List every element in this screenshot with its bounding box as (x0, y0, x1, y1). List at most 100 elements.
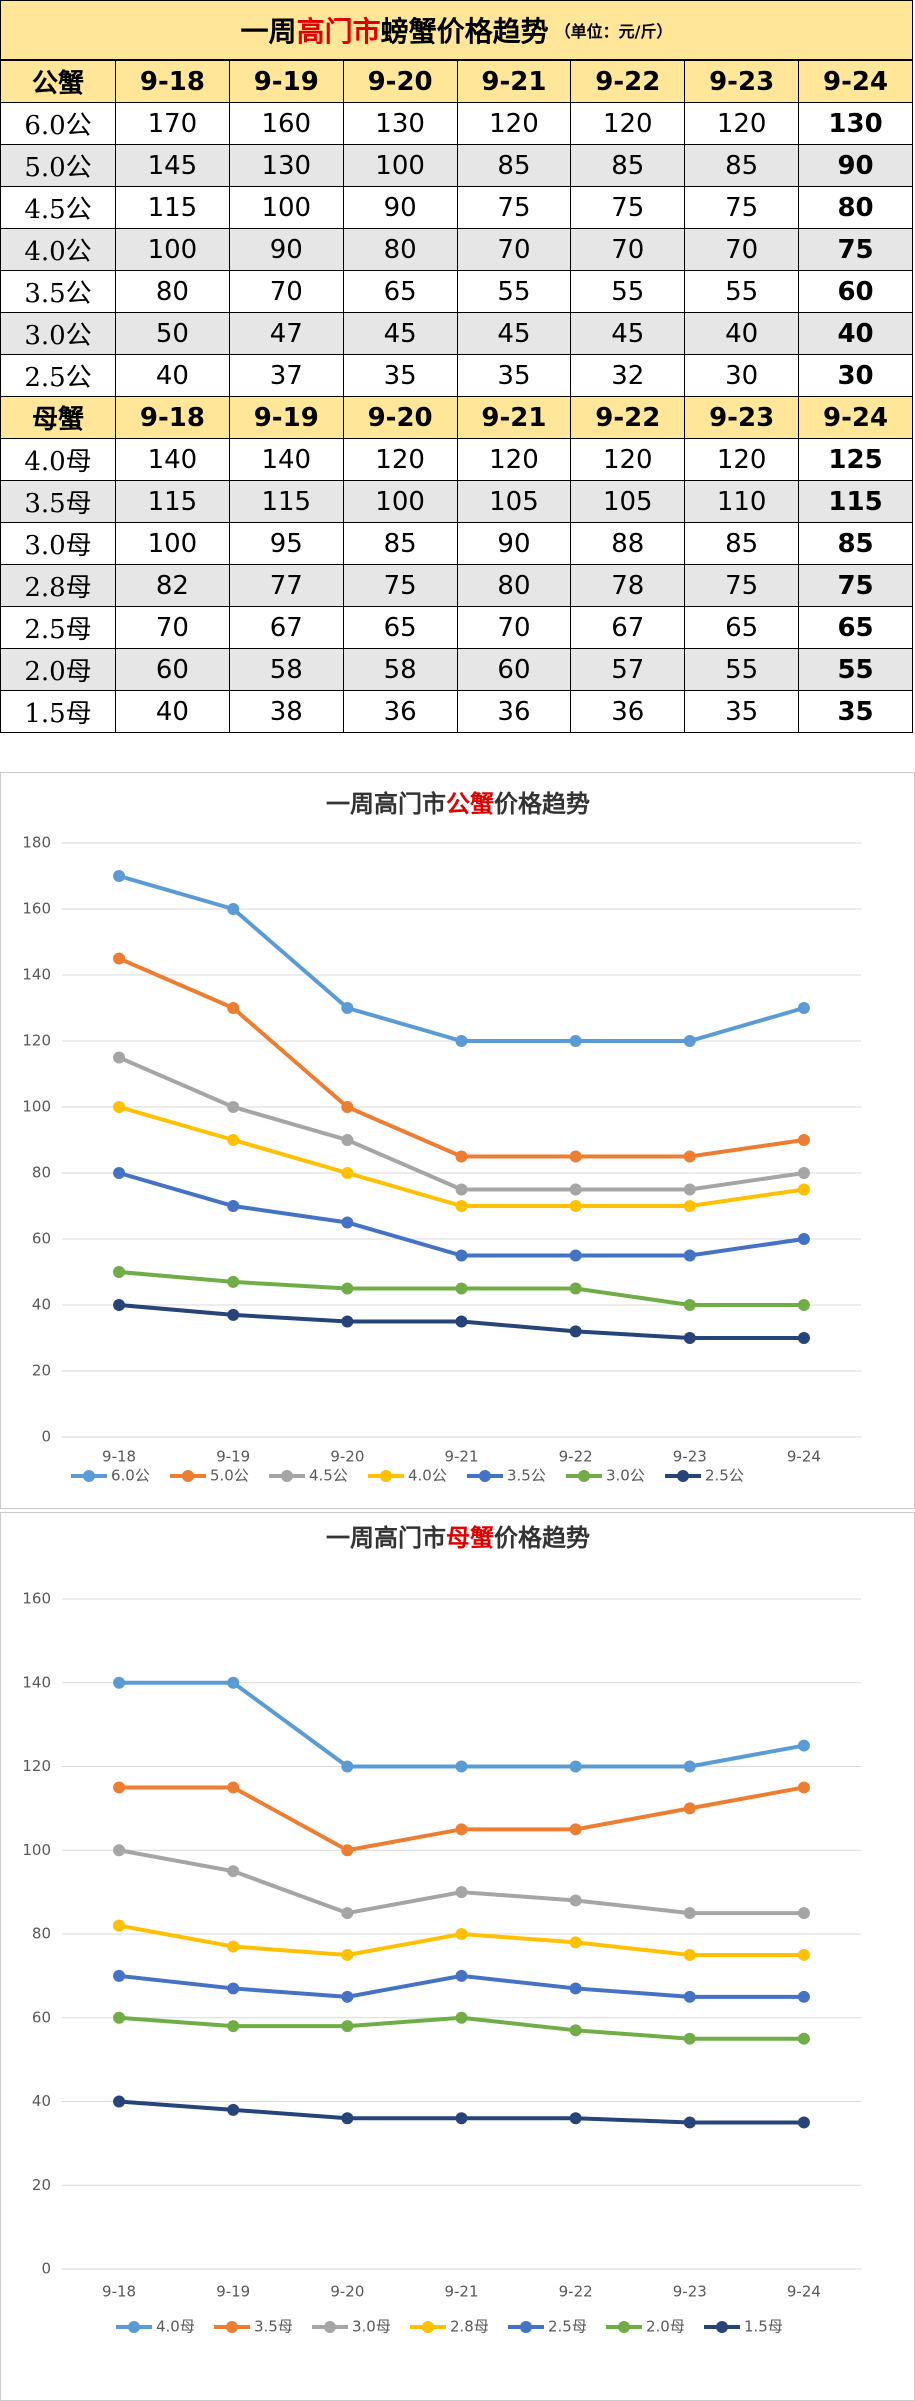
data-row: 2.5母 70 67 65 70 67 65 65 (0, 606, 913, 649)
cell: 70 (115, 606, 230, 649)
legend-label: 2.0母 (646, 2318, 685, 2336)
cell: 75 (798, 564, 913, 607)
point (455, 1928, 468, 1940)
header-row: 母蟹 9-18 9-19 9-20 9-21 9-22 9-23 9-24 (0, 396, 913, 439)
title-part: 高门市 (296, 15, 381, 48)
cell: 90 (342, 186, 458, 229)
header-cell: 9-18 (115, 60, 230, 103)
row-label: 3.0公 (0, 312, 116, 355)
cell: 78 (570, 564, 686, 607)
cell: 67 (228, 606, 344, 649)
legend-label: 3.0公 (606, 1467, 645, 1485)
legend-label: 2.5母 (548, 2318, 587, 2336)
point (797, 2116, 810, 2129)
cell: 65 (684, 606, 800, 649)
point (455, 2011, 468, 2024)
point (227, 1308, 240, 1321)
legend-marker (380, 1470, 392, 1482)
row-label: 3.5母 (0, 480, 116, 523)
point (683, 1183, 696, 1196)
point (455, 1282, 468, 1295)
x-tick-label: 9-24 (787, 2283, 821, 2301)
chart-title: 一周高门市公蟹价格趋势 (326, 790, 590, 818)
point (341, 1760, 354, 1773)
cell: 36 (456, 690, 572, 733)
point (683, 1948, 696, 1961)
y-tick-label: 20 (32, 1362, 51, 1380)
data-row: 2.0母 60 58 58 60 57 55 55 (0, 648, 913, 691)
point (227, 1940, 240, 1953)
header-cell: 9-24 (798, 396, 913, 439)
y-tick-label: 80 (32, 1164, 51, 1182)
point (569, 1200, 582, 1212)
point (113, 1844, 126, 1857)
cell: 36 (342, 690, 458, 733)
cell: 58 (228, 648, 344, 691)
legend-label: 3.5母 (254, 2318, 293, 2336)
cell: 85 (570, 144, 686, 187)
cell: 60 (115, 648, 230, 691)
legend-label: 1.5母 (744, 2318, 783, 2336)
point (455, 1969, 468, 1982)
point (683, 2032, 696, 2045)
y-tick-label: 120 (22, 1757, 51, 1775)
point (569, 1282, 582, 1295)
row-label: 2.5母 (0, 606, 116, 649)
data-row: 2.5公 40 37 35 35 32 30 30 (0, 354, 913, 397)
legend-marker (578, 1470, 590, 1482)
point (683, 1249, 696, 1262)
row-label: 6.0公 (0, 102, 116, 145)
point (797, 1299, 810, 1311)
cell: 70 (228, 270, 344, 313)
title-part: 母蟹 (446, 1524, 494, 1552)
cell: 130 (798, 102, 913, 145)
point (227, 1781, 240, 1794)
point (113, 1167, 126, 1179)
cell: 35 (684, 690, 800, 733)
point (455, 1200, 468, 1212)
y-tick-label: 20 (32, 2176, 51, 2194)
x-tick-label: 9-18 (102, 1448, 136, 1466)
cell: 45 (342, 312, 458, 355)
point (455, 1315, 468, 1328)
legend-marker (128, 2321, 140, 2333)
cell: 60 (798, 270, 913, 313)
legend-label: 6.0公 (111, 1467, 150, 1485)
point (227, 1134, 240, 1146)
point (113, 1919, 126, 1932)
point (455, 1183, 468, 1196)
point (797, 1332, 810, 1344)
cell: 120 (342, 438, 458, 481)
x-tick-label: 9-19 (216, 2283, 250, 2301)
chart: 一周高门市公蟹价格趋势 0 20 40 60 80 100 120 140 160 180 9-18 9… (0, 772, 915, 1509)
legend-label: 4.0公 (408, 1467, 447, 1485)
x-tick-label: 9-22 (559, 2283, 593, 2301)
title-part: 一周高门市 (326, 1524, 446, 1552)
legend-marker (677, 1470, 689, 1482)
point (227, 1200, 240, 1212)
point (113, 1266, 126, 1278)
point (341, 1101, 354, 1113)
point (455, 1760, 468, 1773)
point (113, 1781, 126, 1794)
point (227, 1865, 240, 1878)
cell: 45 (570, 312, 686, 355)
data-row: 3.5公 80 70 65 55 55 55 60 (0, 270, 913, 313)
point (683, 1990, 696, 2003)
cell: 77 (228, 564, 344, 607)
y-tick-label: 60 (32, 1230, 51, 1248)
point (113, 1299, 126, 1311)
x-tick-label: 9-24 (787, 1448, 821, 1466)
cell: 40 (115, 690, 230, 733)
price-table: 公蟹 9-18 9-19 9-20 9-21 9-22 9-23 9-24 6.0公 170 160… (0, 60, 913, 733)
legend-label: 4.5公 (309, 1467, 348, 1485)
legend-label: 5.0公 (210, 1467, 249, 1485)
point (455, 2112, 468, 2125)
row-label: 2.0母 (0, 648, 116, 691)
point (455, 1150, 468, 1163)
data-row: 6.0公 170 160 130 120 120 120 130 (0, 102, 913, 145)
cell: 100 (115, 522, 230, 565)
legend-marker (324, 2321, 336, 2333)
header-cell: 9-19 (228, 396, 344, 439)
